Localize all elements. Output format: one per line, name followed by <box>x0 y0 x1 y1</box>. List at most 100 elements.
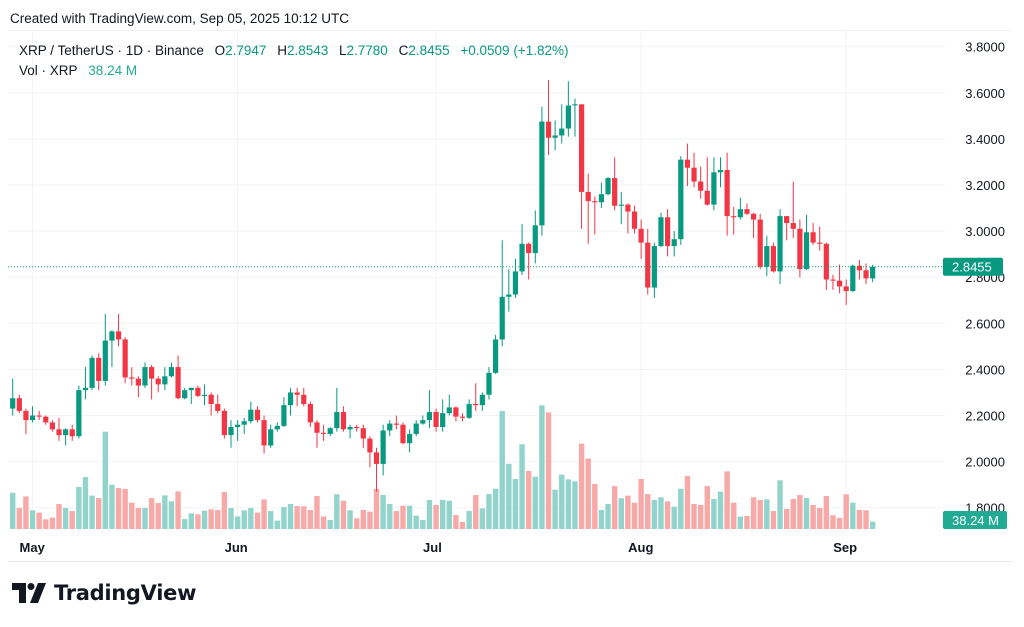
candle[interactable] <box>724 152 730 236</box>
candle[interactable] <box>373 447 380 492</box>
candle[interactable] <box>115 314 122 347</box>
candle[interactable] <box>360 424 366 448</box>
tradingview-logo[interactable]: TradingView <box>12 581 196 605</box>
candle[interactable] <box>168 362 175 378</box>
candle[interactable] <box>56 417 62 441</box>
candle[interactable] <box>645 228 651 295</box>
candle[interactable] <box>592 196 598 235</box>
candle[interactable] <box>354 424 360 432</box>
candle[interactable] <box>658 212 664 248</box>
candle[interactable] <box>744 203 750 215</box>
candle[interactable] <box>737 197 743 220</box>
candle[interactable] <box>426 390 433 429</box>
candle[interactable] <box>433 408 439 432</box>
candle[interactable] <box>23 408 29 434</box>
candle[interactable] <box>810 223 816 245</box>
candle[interactable] <box>691 152 697 188</box>
candle[interactable] <box>453 406 459 422</box>
candle[interactable] <box>552 120 558 151</box>
candle[interactable] <box>459 413 466 422</box>
candle[interactable] <box>585 173 591 244</box>
candle[interactable] <box>770 242 777 273</box>
candle[interactable] <box>711 157 717 211</box>
candle[interactable] <box>407 429 413 453</box>
candle[interactable] <box>135 376 141 398</box>
candle[interactable] <box>69 424 75 441</box>
candle[interactable] <box>823 242 829 290</box>
candle[interactable] <box>10 378 16 416</box>
candle[interactable] <box>49 420 55 432</box>
candle[interactable] <box>228 420 234 448</box>
candle[interactable] <box>102 314 108 386</box>
candle[interactable] <box>678 156 684 245</box>
candle[interactable] <box>321 424 327 441</box>
candle[interactable] <box>155 376 161 393</box>
candle[interactable] <box>367 436 373 468</box>
candle[interactable] <box>803 214 810 271</box>
candle[interactable] <box>526 242 532 280</box>
candle[interactable] <box>731 206 737 235</box>
candle[interactable] <box>492 334 499 375</box>
candle[interactable] <box>797 219 803 278</box>
candle[interactable] <box>757 213 763 270</box>
candle[interactable] <box>784 216 790 241</box>
candle[interactable] <box>512 258 519 298</box>
candle[interactable] <box>380 424 386 476</box>
candle[interactable] <box>149 364 155 400</box>
candle[interactable] <box>578 104 585 229</box>
candle[interactable] <box>43 415 49 425</box>
candle[interactable] <box>195 385 201 398</box>
candle[interactable] <box>29 406 36 423</box>
candle[interactable] <box>307 401 313 428</box>
candle[interactable] <box>248 401 254 424</box>
candle[interactable] <box>400 422 406 445</box>
candle[interactable] <box>698 166 704 199</box>
candle[interactable] <box>16 394 22 414</box>
candle[interactable] <box>446 394 452 416</box>
candle[interactable] <box>638 219 644 259</box>
candle[interactable] <box>539 106 545 236</box>
candle[interactable] <box>506 269 512 312</box>
candle[interactable] <box>625 203 631 234</box>
candle[interactable] <box>545 80 552 156</box>
candle[interactable] <box>82 367 89 400</box>
candle[interactable] <box>671 231 677 257</box>
candle[interactable] <box>413 420 419 437</box>
candle[interactable] <box>843 279 849 305</box>
candle[interactable] <box>777 209 783 285</box>
candle[interactable] <box>572 98 578 137</box>
candle[interactable] <box>201 384 208 406</box>
candle[interactable] <box>850 264 856 293</box>
candle[interactable] <box>287 387 294 416</box>
candle[interactable] <box>856 259 863 280</box>
candle[interactable] <box>559 104 565 144</box>
candle[interactable] <box>387 420 393 437</box>
candle[interactable] <box>294 387 300 407</box>
candle[interactable] <box>598 182 605 209</box>
volume-label[interactable]: Vol · XRP <box>19 63 78 78</box>
candle[interactable] <box>817 226 823 251</box>
candle[interactable] <box>268 424 274 448</box>
candle[interactable] <box>89 355 95 391</box>
candle[interactable] <box>301 387 307 407</box>
candle[interactable] <box>612 157 618 211</box>
candle[interactable] <box>750 212 757 239</box>
candle[interactable] <box>208 392 214 416</box>
candle[interactable] <box>440 399 446 432</box>
candle[interactable] <box>347 424 353 439</box>
candle[interactable] <box>96 353 102 391</box>
candle[interactable] <box>618 191 624 225</box>
candle[interactable] <box>499 240 505 347</box>
candle[interactable] <box>281 397 287 428</box>
candle[interactable] <box>36 410 42 421</box>
candle[interactable] <box>631 205 638 234</box>
candle[interactable] <box>519 224 525 275</box>
candle[interactable] <box>122 337 128 384</box>
candle[interactable] <box>684 143 691 187</box>
candle[interactable] <box>605 176 611 196</box>
candle[interactable] <box>334 387 340 432</box>
candle[interactable] <box>836 264 843 294</box>
candle[interactable] <box>274 422 280 432</box>
candle[interactable] <box>327 427 333 437</box>
